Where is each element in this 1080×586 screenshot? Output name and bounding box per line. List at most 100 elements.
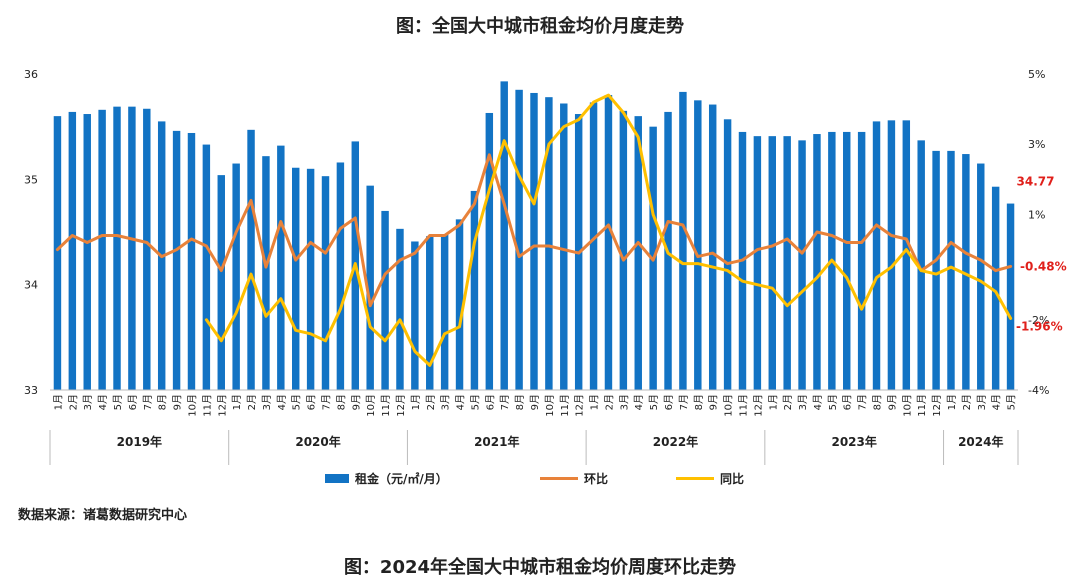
month-tick-label: 12月 [931,394,943,417]
month-tick-label: 8月 [693,394,705,410]
chart-title: 图：全国大中城市租金均价月度走势 [396,16,684,37]
month-tick-label: 12月 [216,394,228,417]
month-tick-label: 4月 [455,394,467,410]
year-label: 2019年 [117,434,162,449]
year-label: 2024年 [958,434,1003,449]
right-axis-tick: 1% [1028,208,1045,221]
month-tick-label: 7月 [321,394,333,410]
month-tick-label: 1月 [410,394,422,410]
month-tick-label: 10月 [544,394,556,417]
rent-bar [247,129,255,390]
right-axis-tick: -4% [1028,384,1049,397]
end-labels: 34.77 -0.48% -1.96% [1016,175,1067,334]
month-tick-label: 6月 [663,394,675,410]
rent-bar [292,167,300,390]
rent-bar [426,236,434,390]
rent-bar [172,130,181,390]
rent-bar [947,150,955,390]
month-tick-label: 7月 [857,394,869,410]
month-tick-label: 2月 [961,394,973,410]
rent-bar [455,219,464,390]
rent-bar [217,175,225,390]
month-tick-label: 10月 [186,394,198,417]
legend-item-yoy: 同比 [676,470,744,487]
rent-bar [411,241,419,390]
rent-bar [798,140,806,390]
rent-bar [813,134,821,390]
rent-bar [336,162,345,390]
month-tick-label: 12月 [395,394,407,417]
month-tick-label: 3月 [82,394,94,410]
month-tick-label: 12月 [752,394,764,417]
rent-bar [396,228,404,390]
month-tick-label: 9月 [172,394,184,410]
rent-bar [262,156,270,390]
rent-bar [768,136,776,390]
rent-bar [500,81,508,390]
rent-end-label: 34.77 [1017,175,1055,189]
month-tick-label: 2月 [67,394,79,410]
month-tick-label: 5月 [291,394,303,410]
rent-bar [679,91,687,390]
month-tick-label: 11月 [380,394,392,417]
month-tick-label: 4月 [991,394,1003,410]
month-tick-label: 6月 [484,394,496,410]
month-tick-label: 5月 [648,394,660,410]
left-axis-tick: 36 [24,68,38,81]
right-axis-tick: 3% [1028,138,1045,151]
legend: 租金（元/㎡/月） 环比 同比 [0,470,1080,490]
rent-bar [440,234,449,390]
month-tick-label: 7月 [678,394,690,410]
rent-bar [515,89,523,391]
year-label: 2022年 [653,434,698,449]
mom-end-label: -0.48% [1020,259,1067,273]
month-tick-label: 2月 [603,394,615,410]
month-tick-label: 3月 [440,394,452,410]
month-tick-label: 1月 [52,394,64,410]
next-chart-title: 图：2024年全国大中城市租金均价周度环比走势 [343,557,737,578]
month-tick-label: 9月 [350,394,362,410]
rent-bar [872,121,881,391]
line-series [55,93,1013,367]
rent-bar [321,176,330,390]
rent-bar [306,168,315,390]
month-tick-label: 6月 [306,394,318,410]
right-axis-tick: 5% [1028,68,1045,81]
month-tick-label: 7月 [499,394,511,410]
rent-bar [843,131,851,390]
month-tick-label: 2月 [425,394,437,410]
rent-bar [857,131,866,390]
rent-bar [68,111,77,391]
month-tick-label: 5月 [1006,394,1018,410]
right-axis: -4% -2% 1% 3% 5% [1028,68,1049,397]
rent-bar [128,106,136,391]
rent-bar [485,112,494,391]
yoy-end-label: -1.96% [1016,319,1063,333]
month-tick-label: 2月 [246,394,258,410]
yoy-line [204,93,1013,367]
rent-bar [83,114,91,390]
month-tick-label: 9月 [886,394,898,410]
month-tick-label: 4月 [276,394,288,410]
month-tick-label: 7月 [142,394,154,410]
bar-series [53,81,1015,391]
rent-bar [187,132,196,390]
year-label: 2020年 [295,434,340,449]
legend-label-mom: 环比 [584,472,609,486]
month-tick-label: 8月 [514,394,526,410]
year-label: 2021年 [474,434,519,449]
rent-bar [977,163,985,390]
year-label: 2023年 [831,434,876,449]
rent-bar [902,120,911,390]
rent-bar [932,150,940,390]
month-tick-label: 12月 [574,394,586,417]
rent-bar [1006,203,1015,390]
month-tick-label: 11月 [737,394,749,417]
rent-bar [560,103,568,390]
month-tick-label: 8月 [335,394,347,410]
rent-bar [470,190,479,390]
legend-swatch-mom [540,477,578,480]
left-axis-tick: 33 [24,384,38,397]
month-tick-label: 9月 [708,394,720,410]
month-tick-label: 4月 [633,394,645,410]
